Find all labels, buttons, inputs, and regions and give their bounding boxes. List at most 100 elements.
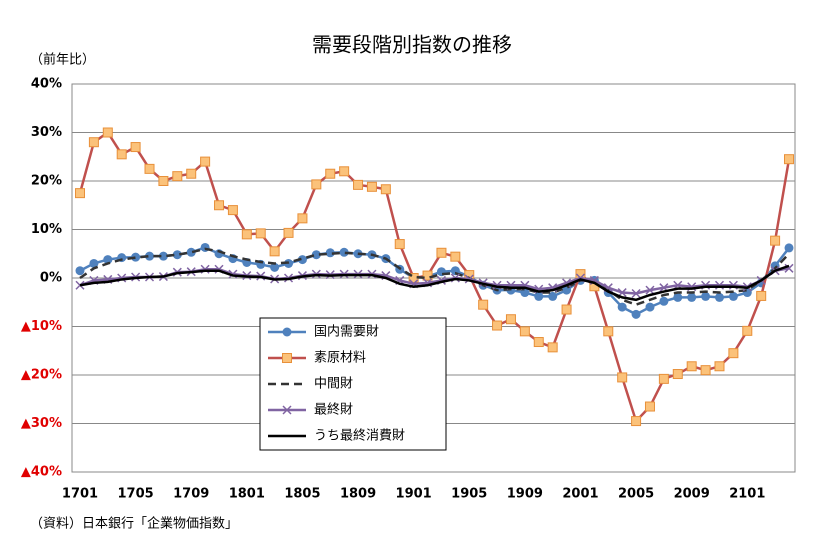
- source-note: （資料）日本銀行「企業物価指数」: [30, 516, 238, 532]
- x-tick-label: 2005: [618, 487, 654, 502]
- y-tick-label: ▲30%: [21, 416, 62, 431]
- plot: [75, 127, 794, 427]
- point: [186, 247, 196, 257]
- x-tick-label: 1709: [173, 487, 209, 502]
- point: [311, 250, 321, 260]
- point: [645, 302, 655, 312]
- point: [89, 258, 99, 268]
- point: [88, 137, 99, 148]
- point: [158, 176, 169, 186]
- point: [701, 291, 711, 301]
- point: [75, 266, 85, 276]
- point: [172, 171, 183, 182]
- x-tick-label: 2009: [674, 487, 710, 502]
- point: [325, 168, 336, 179]
- point: [519, 326, 530, 337]
- point: [75, 188, 85, 199]
- x-tick-label: 1901: [396, 487, 432, 502]
- point: [103, 255, 113, 265]
- point: [644, 401, 655, 412]
- point: [297, 255, 307, 265]
- point: [311, 179, 322, 190]
- point: [561, 304, 572, 315]
- point: [492, 320, 503, 331]
- x-tick-label: 1801: [229, 487, 265, 502]
- y-tick-label: 10%: [31, 222, 62, 237]
- point: [756, 290, 767, 301]
- point: [672, 369, 683, 380]
- unit-label: （前年比）: [30, 52, 95, 68]
- point: [547, 342, 558, 353]
- point: [714, 361, 725, 372]
- y-tick-label: ▲40%: [21, 465, 62, 480]
- y-tick-label: 20%: [31, 174, 62, 189]
- x-tick-label: 1701: [62, 487, 98, 502]
- y-tick-label: ▲10%: [21, 319, 62, 334]
- point: [631, 416, 642, 427]
- point: [339, 247, 349, 257]
- point: [686, 361, 697, 372]
- series-line: [79, 264, 790, 302]
- x-tick-label: 1809: [340, 487, 376, 502]
- legend-label: 最終財: [314, 402, 353, 418]
- point: [144, 163, 155, 174]
- point: [687, 292, 697, 302]
- point: [158, 251, 168, 261]
- point: [366, 181, 377, 192]
- legend-box: [259, 317, 447, 451]
- y-tick-label: ▲20%: [21, 368, 62, 383]
- point: [534, 291, 544, 301]
- point: [631, 288, 641, 299]
- y-tick-label: 30%: [31, 125, 62, 140]
- point: [200, 156, 211, 167]
- point: [742, 325, 753, 336]
- point: [283, 227, 294, 238]
- x-tick-label: 2101: [729, 487, 765, 502]
- point: [728, 348, 739, 359]
- x-tick-label: 2001: [562, 487, 598, 502]
- point: [658, 373, 669, 384]
- point: [631, 309, 641, 319]
- x-tick-label: 1909: [507, 487, 543, 502]
- x-tick-label: 1705: [118, 487, 154, 502]
- legend-label: 素原材料: [314, 351, 366, 366]
- point: [241, 229, 252, 240]
- point: [353, 179, 364, 190]
- series-line: [79, 247, 790, 306]
- y-tick-label: 40%: [31, 77, 62, 92]
- point: [282, 327, 292, 337]
- point: [145, 251, 155, 261]
- point: [700, 365, 711, 376]
- point: [116, 149, 127, 160]
- point: [380, 184, 391, 195]
- point: [270, 262, 280, 272]
- chart-title: 需要段階別指数の推移: [312, 33, 512, 57]
- point: [784, 154, 794, 165]
- point: [325, 248, 335, 258]
- point: [478, 299, 489, 310]
- series-line: [78, 130, 791, 424]
- point: [214, 200, 225, 211]
- point: [269, 246, 280, 257]
- point: [130, 142, 141, 153]
- point: [645, 285, 655, 295]
- point: [227, 205, 238, 216]
- point: [131, 252, 141, 262]
- x-tick-label: 1905: [451, 487, 487, 502]
- point: [172, 250, 182, 260]
- point: [548, 291, 558, 301]
- legend-label: 中間財: [314, 377, 353, 392]
- point: [505, 314, 516, 325]
- point: [436, 247, 447, 258]
- point: [339, 166, 350, 177]
- point: [282, 353, 292, 363]
- point: [282, 405, 292, 415]
- point: [617, 372, 628, 383]
- point: [770, 235, 781, 246]
- point: [784, 243, 794, 253]
- y-tick-label: 0%: [40, 271, 62, 286]
- point: [533, 337, 544, 348]
- point: [659, 296, 669, 306]
- point: [714, 292, 724, 302]
